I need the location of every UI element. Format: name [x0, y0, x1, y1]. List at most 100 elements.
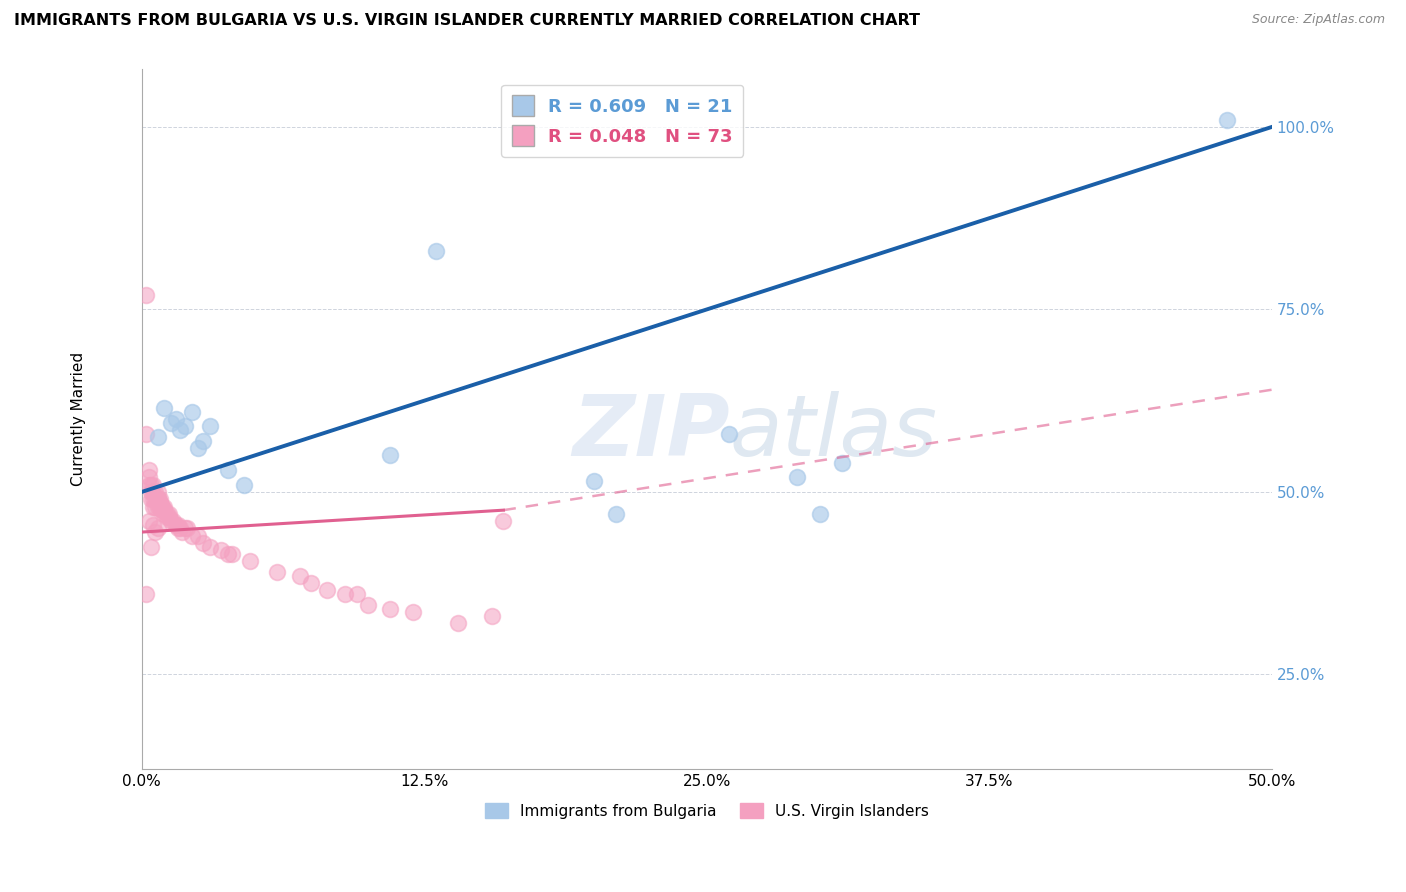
Point [146, 484, 169, 499]
Point [150, 500, 173, 514]
Point [217, 463, 239, 477]
Point [156, 507, 179, 521]
Point [143, 500, 166, 514]
Point [162, 514, 184, 528]
Point [139, 477, 162, 491]
Text: Source: ZipAtlas.com: Source: ZipAtlas.com [1251, 13, 1385, 27]
Point [1215, 112, 1237, 127]
Point [180, 404, 202, 418]
Point [346, 587, 368, 601]
Point [138, 514, 160, 528]
Point [146, 492, 169, 507]
Point [146, 521, 169, 535]
Point [135, 426, 157, 441]
Point [149, 500, 172, 514]
Point [146, 430, 169, 444]
Point [142, 492, 165, 507]
Point [142, 517, 165, 532]
Point [153, 507, 176, 521]
Point [172, 524, 194, 539]
Point [380, 449, 402, 463]
Point [135, 587, 157, 601]
Point [146, 492, 169, 507]
Point [232, 477, 254, 491]
Point [142, 477, 165, 491]
Point [139, 492, 162, 507]
Point [335, 587, 357, 601]
Point [425, 244, 447, 258]
Point [831, 456, 853, 470]
Point [288, 569, 311, 583]
Point [266, 565, 288, 579]
Point [209, 543, 232, 558]
Legend: Immigrants from Bulgaria, U.S. Virgin Islanders: Immigrants from Bulgaria, U.S. Virgin Is… [479, 797, 935, 825]
Point [217, 547, 239, 561]
Point [160, 416, 183, 430]
Point [447, 616, 470, 631]
Point [157, 510, 180, 524]
Point [169, 423, 191, 437]
Point [149, 492, 172, 507]
Text: atlas: atlas [730, 392, 938, 475]
Point [718, 426, 741, 441]
Point [153, 500, 176, 514]
Text: ZIP: ZIP [572, 392, 730, 475]
Point [481, 609, 503, 624]
Point [160, 514, 183, 528]
Point [176, 521, 198, 535]
Point [146, 500, 169, 514]
Point [153, 503, 176, 517]
Point [142, 484, 165, 499]
Point [239, 554, 262, 568]
Point [149, 500, 172, 514]
Point [138, 477, 160, 491]
Point [492, 514, 515, 528]
Point [146, 492, 169, 507]
Point [198, 540, 221, 554]
Point [316, 583, 339, 598]
Point [173, 521, 195, 535]
Point [180, 529, 202, 543]
Point [187, 529, 209, 543]
Point [187, 441, 209, 455]
Point [146, 492, 169, 507]
Point [138, 463, 160, 477]
Point [135, 288, 157, 302]
Point [582, 474, 605, 488]
Point [299, 576, 322, 591]
Point [149, 496, 172, 510]
Point [167, 521, 190, 535]
Point [143, 492, 166, 507]
Point [221, 547, 243, 561]
Point [198, 419, 221, 434]
Point [139, 484, 162, 499]
Point [380, 601, 402, 615]
Point [786, 470, 808, 484]
Point [143, 524, 166, 539]
Point [402, 605, 425, 619]
Text: IMMIGRANTS FROM BULGARIA VS U.S. VIRGIN ISLANDER CURRENTLY MARRIED CORRELATION C: IMMIGRANTS FROM BULGARIA VS U.S. VIRGIN … [14, 13, 920, 29]
Point [153, 401, 176, 415]
Point [150, 503, 173, 517]
Point [153, 503, 176, 517]
Point [165, 517, 187, 532]
Point [138, 470, 160, 484]
Point [167, 517, 190, 532]
Point [156, 510, 179, 524]
Point [169, 521, 191, 535]
Point [165, 412, 187, 426]
Point [150, 500, 173, 514]
Point [143, 484, 166, 499]
Point [808, 507, 831, 521]
Point [149, 496, 172, 510]
Point [139, 540, 162, 554]
Point [357, 598, 380, 612]
Y-axis label: Currently Married: Currently Married [72, 351, 86, 486]
Point [142, 500, 165, 514]
Point [173, 419, 195, 434]
Point [191, 434, 214, 448]
Point [191, 536, 214, 550]
Point [605, 507, 627, 521]
Point [150, 503, 173, 517]
Point [157, 507, 180, 521]
